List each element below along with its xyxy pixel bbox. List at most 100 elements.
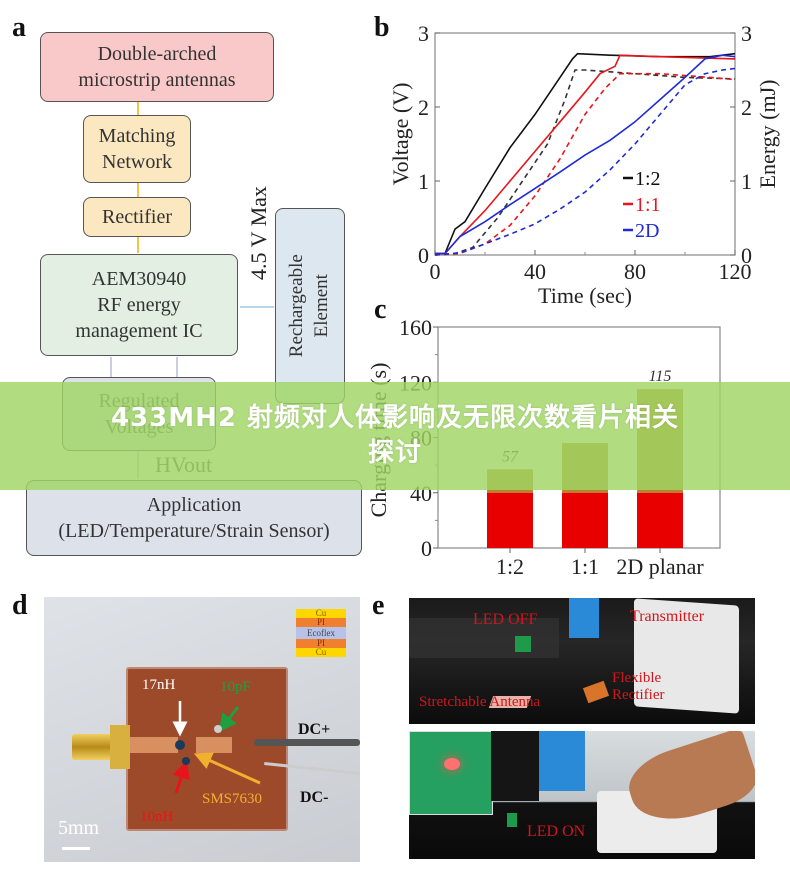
led-board (515, 636, 531, 652)
rectifier-photo: Cu PI Ecoflex PI Cu 17nH 10pF 10nH SMS76… (44, 597, 360, 862)
y2-tick-label: 1 (741, 169, 752, 194)
component-arrows (172, 701, 261, 794)
ic-line1: AEM30940 (91, 268, 187, 290)
label-rectifier: Rectifier (612, 687, 665, 704)
blue-fixture (569, 598, 599, 638)
sma-connector (72, 734, 112, 760)
y2-tick-label: 2 (741, 95, 752, 120)
led-off-photo: LED OFF Transmitter Stretchable Antenna … (409, 598, 755, 724)
panel-b-letter: b (374, 12, 390, 43)
bidirectional-arrow (240, 306, 274, 308)
rectifier-block: Rectifier (83, 197, 191, 237)
arrow-sms7630 (193, 752, 261, 785)
y-tick-label: 0 (418, 243, 429, 268)
label-sms7630: SMS7630 (202, 791, 263, 807)
y-tick-label: 2 (418, 95, 429, 120)
panel-d-letter: d (12, 590, 28, 621)
application-line2: (LED/Temperature/Strain Sensor) (58, 520, 330, 542)
microstrip-trace (130, 737, 178, 753)
bar-lower (637, 492, 683, 548)
rechargeable-element-block: Rechargeable Element (275, 208, 345, 404)
application-block: Application (LED/Temperature/Strain Senso… (26, 480, 362, 556)
layer-pi: PI (296, 618, 346, 627)
bar-value-label: 115 (649, 368, 672, 385)
x-axis-label: Time (sec) (538, 283, 632, 308)
y-tick-label: 0 (421, 536, 432, 561)
x-tick-label: 80 (624, 259, 646, 284)
led-board (507, 813, 517, 827)
application-line1: Application (146, 494, 242, 516)
max-voltage-label: 4.5 V Max (246, 186, 271, 280)
bar-lower (487, 492, 533, 548)
panel-a-letter: a (12, 12, 26, 43)
legend-label: 1:2 (635, 168, 661, 190)
plot-frame (434, 32, 736, 256)
legend-label: 2D (635, 220, 659, 242)
antennas-line2: microstrip antennas (78, 69, 236, 91)
dc-plus-wire (254, 739, 360, 746)
title-overlay-banner: 433MH2 射频对人体影响及无限次数看片相关 探讨 (0, 382, 790, 490)
x-tick-label: 1:1 (571, 554, 599, 579)
connector-line (137, 102, 139, 116)
y2-tick-label: 3 (741, 21, 752, 46)
blue-fixture (539, 731, 585, 791)
label-17nh: 17nH (142, 677, 176, 693)
banner-line1: 433MH2 射频对人体影响及无限次数看片相关 (110, 402, 680, 433)
y2-tick-label: 0 (741, 243, 752, 268)
arrow-down (176, 357, 178, 377)
scale-label: 5mm (58, 817, 100, 839)
label-led-off: LED OFF (473, 611, 538, 628)
x-tick-label: 40 (524, 259, 546, 284)
antennas-block: Double-arched microstrip antennas (40, 32, 274, 102)
panel-c-letter: c (374, 294, 387, 325)
y-tick-label: 1 (418, 169, 429, 194)
y-tick-label: 160 (399, 315, 432, 340)
optical-rail (409, 618, 559, 658)
matching-line1: Matching (98, 125, 176, 147)
layer-cu: Cu (296, 648, 346, 657)
optical-board (491, 731, 539, 801)
inductor-17nh (175, 740, 185, 750)
y2-axis-label: Energy (mJ) (755, 80, 780, 189)
label-10pf: 10pF (220, 679, 251, 695)
x-tick-label: 120 (719, 259, 752, 284)
led-on-photo: LED ON (409, 731, 755, 859)
label-transmitter: Transmitter (630, 608, 705, 625)
led-glow (444, 758, 460, 770)
series-line (434, 69, 736, 256)
sma-flange (110, 725, 130, 769)
matching-line2: Network (102, 151, 172, 173)
layer-cu: Cu (296, 609, 346, 618)
arrow-down (137, 237, 139, 253)
layer-ecoflex: Ecoflex (296, 627, 346, 639)
scale-bar (62, 847, 90, 850)
label-led-on: LED ON (527, 823, 586, 840)
label-flexible: Flexible (612, 670, 662, 686)
bar-lower (562, 492, 608, 548)
panel-e-letter: e (372, 590, 385, 621)
microstrip-trace (196, 737, 232, 753)
legend-label: 1:1 (635, 194, 661, 216)
banner-line2: 探讨 (367, 438, 422, 468)
inductor-10nh (182, 757, 190, 765)
label-flexible-rectifier: Flexible Rectifier (612, 670, 664, 705)
label-dc-plus: DC+ (298, 721, 331, 738)
ic-line2: RF energy (97, 294, 181, 316)
antennas-line1: Double-arched (97, 43, 217, 65)
series-line (435, 54, 736, 255)
x-tick-label: 1:2 (496, 554, 524, 579)
layer-stack-legend: Cu PI Ecoflex PI Cu (296, 609, 346, 657)
arrow-10nh (172, 760, 190, 794)
flexible-rectifier (582, 680, 610, 704)
rectifier-label: Rectifier (102, 206, 172, 228)
matching-network-block: Matching Network (83, 115, 191, 183)
rechargeable-line2: Element (311, 274, 333, 338)
series-line (434, 67, 736, 256)
y-axis-label: Voltage (V) (388, 83, 413, 186)
label-stretchable-antenna: Stretchable Antenna (419, 694, 541, 710)
arrow-down (110, 357, 112, 377)
label-dc-minus: DC- (300, 789, 329, 806)
series-line (435, 54, 736, 255)
ic-line3: management IC (75, 320, 203, 342)
